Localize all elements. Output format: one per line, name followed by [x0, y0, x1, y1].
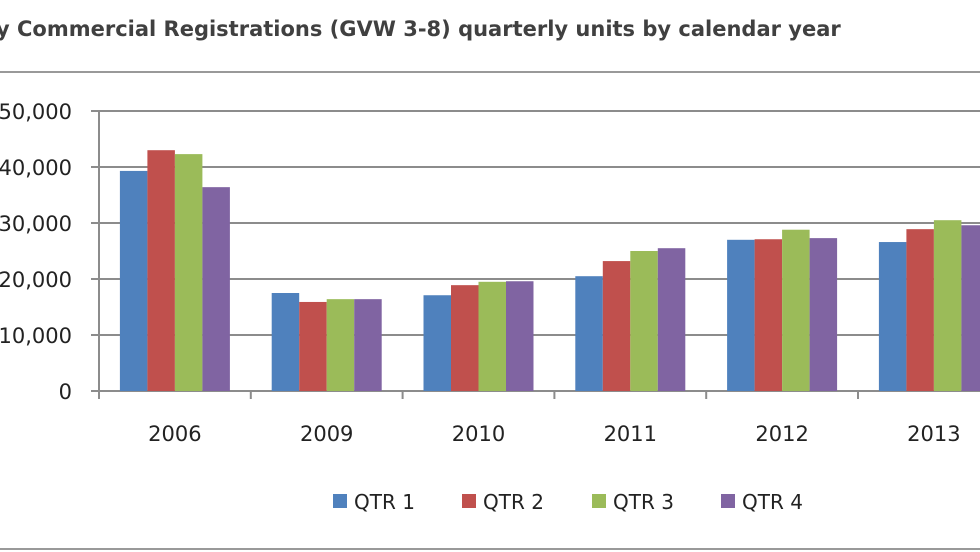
legend-swatch — [462, 494, 476, 508]
bar-qtr-3-2006 — [174, 154, 203, 391]
bar-qtr-4-2009 — [354, 299, 382, 391]
legend-label: QTR 4 — [742, 490, 803, 514]
y-tick-label: 20,000 — [0, 268, 72, 292]
bar-qtr-2-2011 — [602, 261, 631, 391]
legend-label: QTR 2 — [483, 490, 544, 514]
bar-qtr-1-2013 — [878, 242, 907, 391]
bar-qtr-4-2012 — [809, 238, 838, 391]
x-tick-label: 2012 — [755, 422, 808, 446]
chart-title: y Commercial Registrations (GVW 3-8) qua… — [0, 17, 841, 41]
x-tick-label: 2010 — [452, 422, 505, 446]
legend-swatch — [333, 494, 347, 508]
bar-qtr-1-2010 — [423, 295, 451, 391]
bar-qtr-1-2011 — [575, 276, 603, 391]
legend-swatch — [721, 494, 735, 508]
y-tick-label: 10,000 — [0, 324, 72, 348]
bar-qtr-4-2011 — [657, 248, 686, 391]
x-tick-label: 2006 — [148, 422, 201, 446]
legend-label: QTR 1 — [354, 490, 415, 514]
bar-qtr-2-2013 — [906, 229, 934, 391]
x-tick-label: 2011 — [604, 422, 657, 446]
bar-qtr-2-2006 — [147, 150, 175, 391]
bar-qtr-2-2009 — [299, 301, 327, 391]
y-tick-label: 50,000 — [0, 100, 72, 124]
y-tick-label: 30,000 — [0, 212, 72, 236]
bar-qtr-3-2013 — [933, 220, 962, 391]
bar-qtr-4-2010 — [506, 281, 534, 391]
bar-qtr-3-2011 — [630, 251, 658, 391]
bar-qtr-4-2013 — [961, 225, 980, 391]
legend-label: QTR 3 — [613, 490, 674, 514]
x-tick-label: 2009 — [300, 422, 353, 446]
legend-swatch — [592, 494, 606, 508]
bar-qtr-3-2009 — [326, 299, 355, 391]
bar-qtr-1-2012 — [727, 239, 755, 391]
x-tick-label: 2013 — [907, 422, 960, 446]
bar-qtr-1-2006 — [119, 170, 148, 391]
y-tick-label: 0 — [59, 380, 72, 404]
y-tick-label: 40,000 — [0, 156, 72, 180]
bar-qtr-2-2010 — [451, 285, 479, 391]
bar-qtr-2-2012 — [754, 239, 783, 391]
bar-qtr-3-2010 — [478, 281, 506, 391]
bar-qtr-4-2006 — [202, 187, 230, 391]
bar-qtr-1-2009 — [271, 293, 300, 391]
bar-qtr-3-2012 — [782, 229, 810, 391]
